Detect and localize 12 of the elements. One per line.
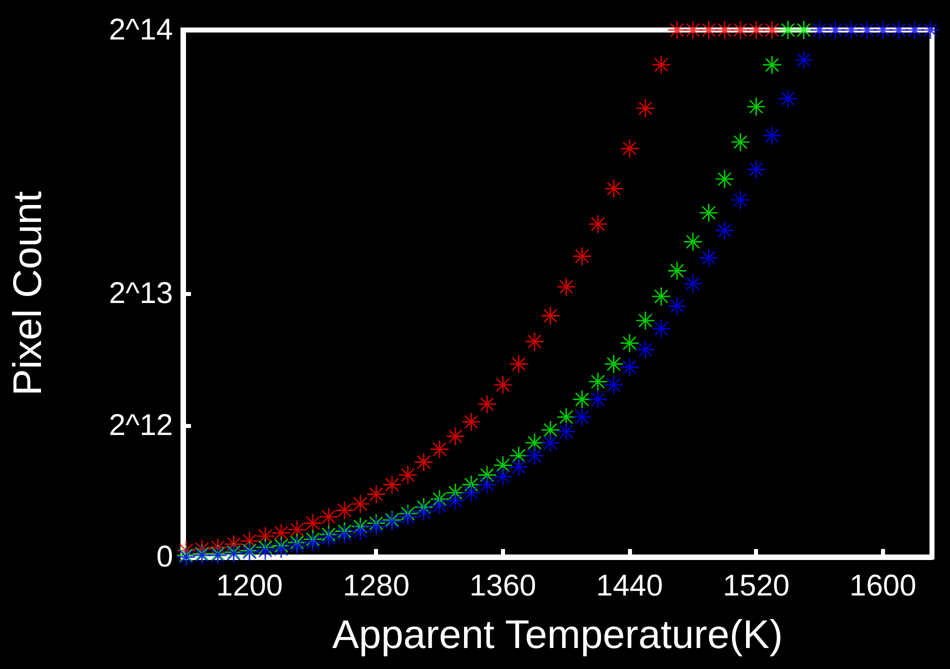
y-tick-label: 2^13 bbox=[108, 277, 173, 310]
y-tick-label: 2^14 bbox=[108, 14, 173, 46]
x-tick-label: 1520 bbox=[722, 570, 790, 602]
y-axis-title: Pixel Count bbox=[6, 191, 50, 396]
x-axis-title: Apparent Temperature(K) bbox=[332, 613, 783, 657]
x-tick-label: 1600 bbox=[850, 570, 916, 602]
x-tick-label: 1360 bbox=[469, 570, 536, 602]
x-tick-label: 1280 bbox=[342, 570, 410, 602]
y-tick-label: 0 bbox=[156, 540, 173, 574]
x-tick-label: 1200 bbox=[216, 570, 283, 602]
x-tick-label: 1440 bbox=[596, 570, 663, 602]
y-tick-label: 2^12 bbox=[108, 408, 173, 442]
